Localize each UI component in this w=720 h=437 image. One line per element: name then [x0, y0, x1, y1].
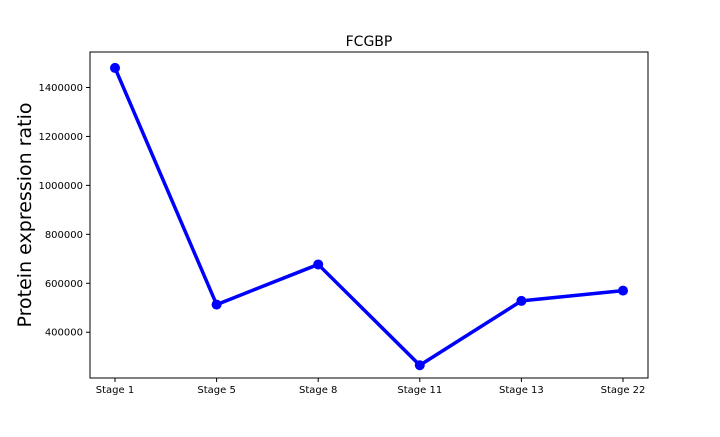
chart-title: FCGBP	[346, 34, 393, 50]
y-tick-label: 800000	[45, 230, 83, 241]
y-axis-label: Protein expression ratio	[14, 103, 36, 328]
x-tick-label: Stage 5	[197, 385, 235, 396]
data-point	[414, 360, 425, 371]
x-tick-label: Stage 13	[499, 385, 544, 396]
y-tick-label: 1000000	[38, 181, 83, 192]
series-line	[113, 67, 624, 368]
data-point	[110, 62, 120, 73]
data-point	[211, 299, 222, 310]
y-tick-label: 1400000	[38, 83, 83, 94]
y-tick-label: 1200000	[38, 132, 83, 143]
x-tick-label: Stage 22	[601, 385, 646, 396]
data-point	[516, 295, 527, 306]
x-axis-ticks: Stage 1 Stage 5 Stage 8 Stage 11 Stage 13 Sta…	[96, 378, 646, 396]
data-point	[313, 259, 324, 270]
data-point	[618, 285, 628, 296]
series-layer	[110, 62, 628, 371]
x-tick-label: Stage 11	[397, 385, 442, 396]
plot-area	[89, 51, 649, 379]
y-tick-label: 400000	[45, 328, 83, 339]
y-axis-ticks: 400000 600000 800000 1000000 1200000 1400000	[38, 83, 90, 339]
y-tick-label: 600000	[45, 279, 83, 290]
x-tick-label: Stage 8	[299, 385, 337, 396]
x-tick-label: Stage 1	[96, 385, 134, 396]
